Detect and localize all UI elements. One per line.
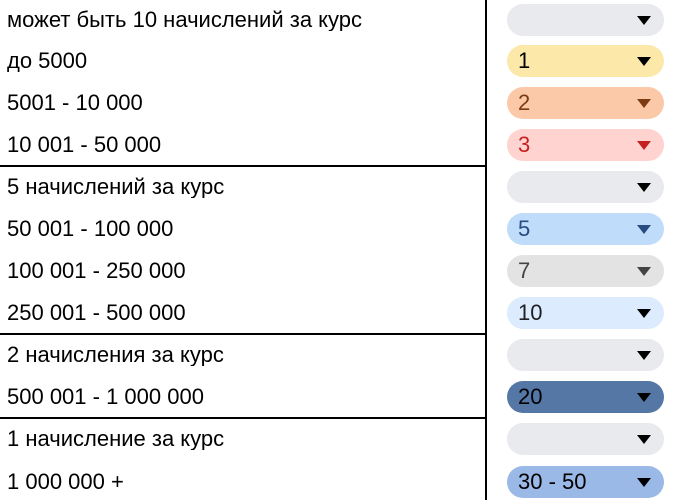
row-label-cell[interactable]: 500 001 - 1 000 000 (7, 386, 204, 408)
chip-value: 30 - 50 (518, 469, 587, 494)
row-label-cell[interactable]: до 5000 (7, 50, 88, 72)
row-label-cell[interactable]: 5 начислений за курс (7, 176, 225, 198)
triangle-down-icon (637, 434, 651, 444)
table-row: до 5000 1 (0, 40, 682, 82)
dropdown-chip[interactable]: 1 (507, 45, 664, 77)
triangle-down-icon (637, 98, 651, 108)
row-label-cell[interactable]: 1 000 000 + (7, 471, 124, 493)
dropdown-chip[interactable] (507, 423, 664, 455)
table-row: 500 001 - 1 000 000 20 (0, 376, 682, 418)
triangle-down-icon (637, 308, 651, 318)
table-row: 1 000 000 + 30 - 50 (0, 460, 682, 504)
dropdown-chip[interactable]: 10 (507, 297, 664, 329)
dropdown-chip[interactable]: 2 (507, 87, 664, 119)
triangle-down-icon (637, 15, 651, 25)
row-label-cell[interactable]: 2 начисления за курс (7, 344, 224, 366)
table-row: 2 начисления за курс (0, 333, 682, 376)
dropdown-chip[interactable]: 20 (507, 381, 664, 413)
chip-value: 2 (518, 90, 531, 115)
triangle-down-icon (637, 266, 651, 276)
triangle-down-icon (637, 350, 651, 360)
dropdown-chip[interactable]: 3 (507, 129, 664, 161)
dropdown-chip[interactable] (507, 171, 664, 203)
triangle-down-icon (637, 477, 651, 487)
triangle-down-icon (637, 392, 651, 402)
row-label-cell[interactable]: 250 001 - 500 000 (7, 302, 186, 324)
row-label-cell[interactable]: 5001 - 10 000 (7, 92, 143, 114)
dropdown-chip[interactable]: 30 - 50 (507, 466, 664, 498)
dropdown-chip[interactable]: 5 (507, 213, 664, 245)
chip-value: 5 (518, 216, 531, 241)
chip-value: 3 (518, 132, 531, 157)
table-row: 10 001 - 50 000 3 (0, 124, 682, 166)
row-label-cell[interactable]: может быть 10 начислений за курс (7, 9, 363, 31)
dropdown-chip[interactable] (507, 4, 664, 36)
triangle-down-icon (637, 182, 651, 192)
table-row: 1 начисление за курс (0, 417, 682, 460)
triangle-down-icon (637, 224, 651, 234)
dropdown-chip[interactable] (507, 339, 664, 371)
table-row: 50 001 - 100 000 5 (0, 208, 682, 250)
dropdown-chip[interactable]: 7 (507, 255, 664, 287)
row-label-cell[interactable]: 1 начисление за курс (7, 428, 225, 450)
chip-value: 20 (518, 384, 543, 409)
column-divider (485, 0, 487, 500)
triangle-down-icon (637, 140, 651, 150)
table-row: 5001 - 10 000 2 (0, 82, 682, 124)
chip-value: 1 (518, 48, 531, 73)
chip-value: 10 (518, 300, 543, 325)
row-label-cell[interactable]: 10 001 - 50 000 (7, 134, 162, 156)
table-row: 5 начислений за курс (0, 165, 682, 208)
triangle-down-icon (637, 56, 651, 66)
table-row: может быть 10 начислений за курс (0, 0, 682, 40)
row-label-cell[interactable]: 50 001 - 100 000 (7, 218, 174, 240)
table-row: 250 001 - 500 000 10 (0, 292, 682, 334)
table-row: 100 001 - 250 000 7 (0, 250, 682, 292)
row-label-cell[interactable]: 100 001 - 250 000 (7, 260, 186, 282)
chip-value: 7 (518, 258, 531, 283)
